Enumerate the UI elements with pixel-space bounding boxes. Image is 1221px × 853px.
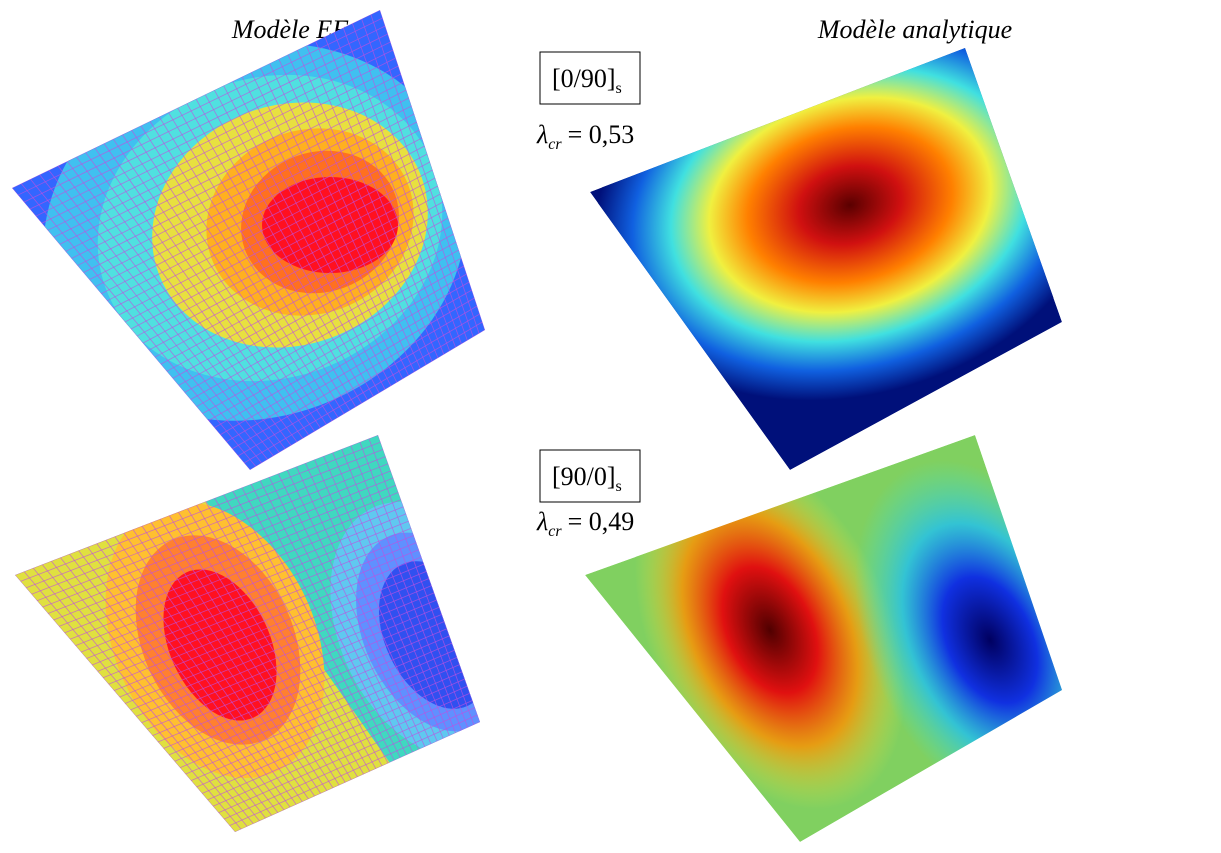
mesh-line [214, 281, 470, 429]
mesh-line [130, 585, 432, 711]
mesh-line [314, 459, 438, 742]
mesh-line [229, 714, 478, 826]
mesh-line [163, 628, 448, 749]
mesh-line [287, 54, 427, 366]
mesh-line [196, 257, 462, 407]
mesh-line [146, 606, 440, 730]
mesh-line [208, 273, 467, 421]
mesh-line [223, 494, 377, 769]
mesh-line [154, 201, 444, 358]
mesh-line [306, 45, 439, 359]
mesh-line [231, 305, 478, 450]
mesh-line [220, 289, 473, 436]
mesh-line [232, 81, 392, 387]
mesh-line [232, 490, 383, 767]
lambda-label: λcr = 0,49 [536, 507, 634, 540]
mesh-line [296, 49, 433, 362]
mesh-line [359, 441, 469, 728]
mesh-line [130, 169, 433, 330]
mesh-line [352, 23, 468, 341]
mesh-line [214, 89, 380, 394]
mesh-line [157, 621, 445, 743]
mesh-line [269, 63, 415, 373]
mesh-line [260, 67, 409, 376]
mesh-line [184, 241, 457, 393]
mesh-line [241, 76, 398, 383]
mesh-line [223, 707, 476, 820]
mesh-line [205, 501, 364, 775]
layup-label: [90/0]s [552, 462, 622, 495]
header-right: Modèle analytique [817, 15, 1012, 44]
mesh-line [218, 700, 473, 814]
mesh-line [207, 685, 468, 801]
mesh-line [172, 225, 452, 379]
layup-label: [0/90]s [552, 64, 622, 97]
mesh-line [278, 58, 421, 369]
fe-plate-1 [12, 10, 485, 470]
mesh-line [333, 32, 456, 348]
mesh-line [190, 664, 460, 781]
mesh-line [214, 497, 371, 772]
mesh-line [204, 94, 374, 397]
mesh-line [368, 438, 475, 725]
mesh-line [160, 209, 446, 365]
mesh-line [124, 578, 430, 704]
mesh-line [223, 85, 386, 390]
mesh-line [277, 473, 413, 753]
mesh-line [315, 40, 445, 355]
mesh-line [305, 462, 432, 745]
mesh-line [225, 297, 475, 443]
mesh-line [141, 599, 437, 724]
mesh-line [174, 642, 453, 762]
mesh-line [295, 466, 426, 747]
lambda-label: λcr = 0,53 [536, 120, 634, 153]
mesh-line [324, 36, 451, 352]
mesh-line [196, 671, 463, 788]
mesh-line [202, 265, 465, 414]
mesh-line [168, 635, 450, 756]
mesh-line [212, 692, 470, 807]
mesh-line [241, 487, 389, 764]
mesh-line [268, 476, 407, 756]
mesh-line [166, 217, 449, 372]
mesh-line [201, 678, 465, 794]
mesh-line [152, 614, 442, 736]
mesh-line [323, 455, 444, 739]
mesh-line [342, 27, 462, 345]
mesh-line [370, 14, 480, 334]
mesh-line [135, 592, 435, 717]
mesh-line [286, 469, 420, 750]
mesh-line [237, 313, 480, 457]
mesh-line [377, 435, 480, 723]
layup-box [539, 449, 641, 503]
mesh-line [185, 657, 458, 775]
mesh-line [142, 185, 438, 344]
mesh-line [243, 321, 483, 464]
mesh-line [361, 18, 474, 338]
mesh-line [341, 448, 456, 734]
mesh-line [332, 452, 450, 736]
mesh-line [250, 72, 404, 380]
mesh-line [178, 233, 454, 386]
mesh [15, 435, 480, 832]
mesh-line [136, 177, 436, 337]
mesh-line [179, 649, 455, 769]
mesh-line [148, 193, 441, 351]
mesh-line [190, 249, 459, 400]
analytic-plate-2 [585, 435, 1062, 842]
layup-box [539, 51, 641, 105]
fe-plate-2 [15, 435, 480, 832]
mesh-line [250, 483, 395, 761]
mesh-line [350, 445, 462, 731]
mesh-line [259, 480, 401, 758]
